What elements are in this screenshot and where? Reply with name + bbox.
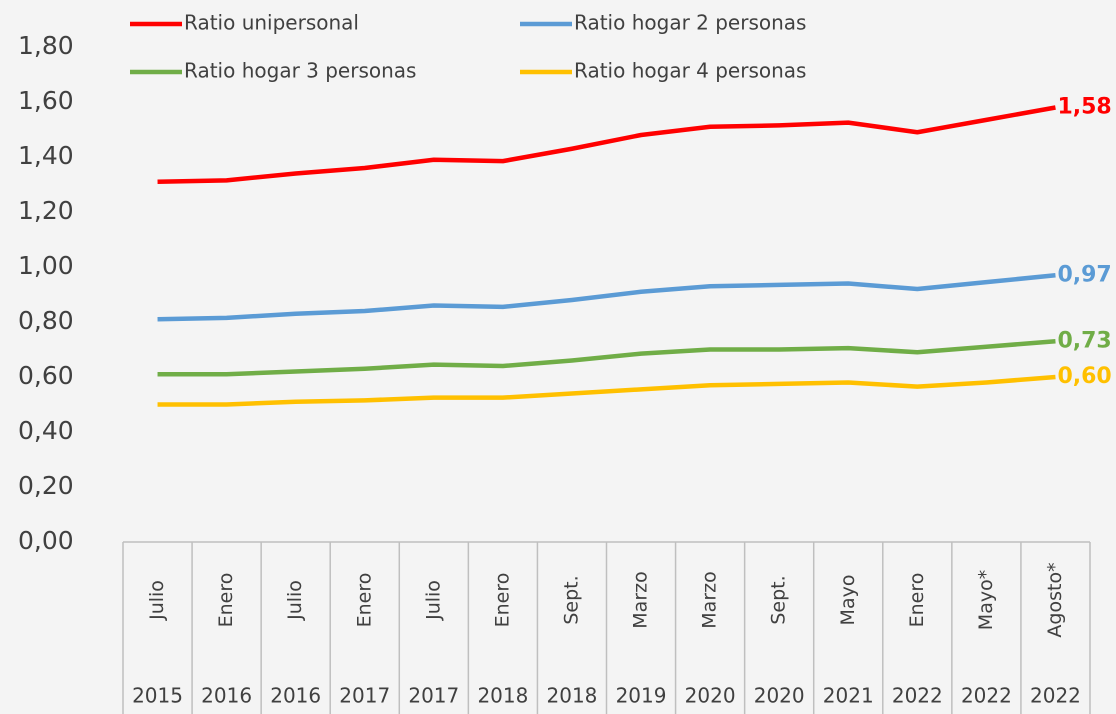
x-year-label: 2016	[201, 684, 252, 708]
legend-label: Ratio unipersonal	[184, 11, 359, 35]
y-tick-label: 1,00	[18, 251, 74, 280]
x-year-label: 2016	[270, 684, 321, 708]
x-tick-label: Mayo	[837, 575, 859, 626]
x-year-label: 2017	[339, 684, 390, 708]
y-tick-label: 1,20	[18, 196, 74, 225]
y-tick-label: 1,80	[18, 31, 74, 60]
legend-label: Ratio hogar 3 personas	[184, 59, 416, 83]
x-year-label: 2018	[477, 684, 528, 708]
legend-label: Ratio hogar 2 personas	[574, 11, 806, 35]
x-tick-label: Enero	[491, 573, 513, 628]
y-tick-label: 0,40	[18, 416, 74, 445]
x-year-label: 2018	[547, 684, 598, 708]
y-tick-label: 0,60	[18, 361, 74, 390]
series-line	[157, 273, 1056, 322]
y-tick-label: 1,40	[18, 141, 74, 170]
x-tick-label: Julio	[146, 580, 168, 621]
x-tick-label: Enero	[353, 573, 375, 628]
x-tick-label: Enero	[906, 573, 928, 628]
y-tick-label: 0,00	[18, 526, 74, 555]
x-tick-label: Julio	[422, 580, 444, 621]
y-tick-label: 0,80	[18, 306, 74, 335]
x-tick-label: Sept.	[560, 575, 582, 624]
x-tick-label: Marzo	[699, 571, 721, 628]
x-year-label: 2021	[823, 684, 874, 708]
x-year-label: 2022	[961, 684, 1012, 708]
x-tick-label: Mayo*	[975, 570, 997, 630]
x-year-label: 2020	[685, 684, 736, 708]
x-year-label: 2017	[408, 684, 459, 708]
data-label: 0,60	[1057, 364, 1111, 389]
x-tick-label: Enero	[215, 573, 237, 628]
series-line	[157, 374, 1056, 407]
x-year-label: 2020	[754, 684, 805, 708]
x-year-label: 2019	[616, 684, 667, 708]
x-year-label: 2022	[892, 684, 943, 708]
data-label: 0,73	[1057, 328, 1111, 353]
y-tick-label: 1,60	[18, 86, 74, 115]
data-label: 1,58	[1057, 95, 1111, 120]
y-tick-label: 0,20	[18, 471, 74, 500]
legend-label: Ratio hogar 4 personas	[574, 59, 806, 83]
x-tick-label: Agosto*	[1044, 562, 1066, 637]
series-line	[157, 339, 1056, 377]
data-label: 0,97	[1057, 262, 1111, 287]
x-tick-label: Julio	[284, 580, 306, 621]
x-tick-label: Sept.	[768, 575, 790, 624]
series-line	[157, 105, 1056, 184]
x-tick-label: Marzo	[630, 571, 652, 628]
x-year-label: 2015	[132, 684, 183, 708]
x-year-label: 2022	[1030, 684, 1081, 708]
